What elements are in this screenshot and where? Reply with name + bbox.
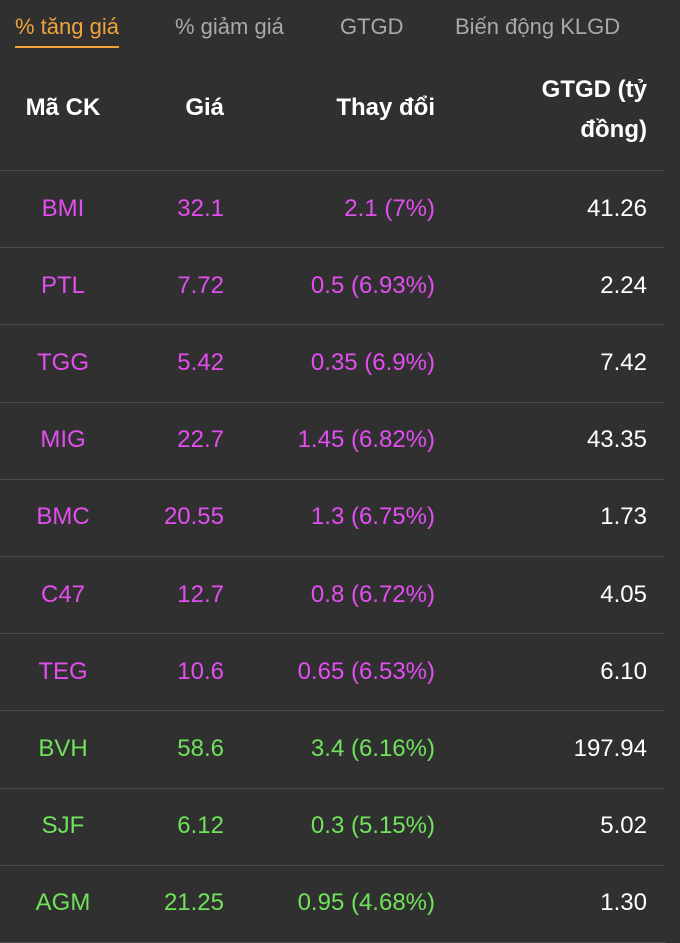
tab[interactable]: % giảm giá xyxy=(175,14,284,39)
table-cell: AGM xyxy=(35,889,91,917)
table-cell: 4.05 xyxy=(600,580,647,608)
table-cell: 197.94 xyxy=(573,735,647,762)
table-cell: TGG xyxy=(37,349,89,376)
row-separator xyxy=(0,865,665,866)
table-cell: 6.12 xyxy=(177,812,224,840)
table-cell: 6.10 xyxy=(600,657,647,685)
column-header: Giá xyxy=(185,94,224,121)
row-separator xyxy=(0,710,665,711)
tab[interactable]: GTGD xyxy=(340,14,404,39)
table-cell: 1.45 (6.82%) xyxy=(297,426,435,454)
table-cell: C47 xyxy=(40,580,86,608)
row-separator xyxy=(0,170,665,171)
table-cell: 0.35 (6.9%) xyxy=(310,349,435,376)
row-separator xyxy=(0,402,665,403)
tab[interactable]: % tăng giá xyxy=(15,14,119,48)
table-cell: 2.1 (7%) xyxy=(344,194,435,222)
table-cell: 7.42 xyxy=(600,349,647,376)
table-cell: 32.1 xyxy=(177,194,224,222)
table-cell: 22.7 xyxy=(177,426,224,454)
column-header: GTGD (tỷ đồng) xyxy=(541,76,647,143)
table-cell: 1.73 xyxy=(600,503,647,531)
table-cell: 0.95 (4.68%) xyxy=(297,889,435,917)
table-cell: 3.4 (6.16%) xyxy=(310,735,435,762)
table-cell: 41.26 xyxy=(586,194,647,222)
row-separator xyxy=(0,247,665,248)
table-cell: 10.6 xyxy=(177,657,224,685)
row-separator xyxy=(0,324,665,325)
table-cell: BVH xyxy=(38,735,88,762)
column-header: Thay đổi xyxy=(336,94,435,121)
column-header: Mã CK xyxy=(25,94,101,121)
table-cell: MIG xyxy=(40,426,86,454)
tab[interactable]: Biến động KLGD xyxy=(455,14,621,39)
row-separator xyxy=(0,479,665,480)
table-cell: 1.3 (6.75%) xyxy=(310,503,435,531)
table-cell: 0.3 (5.15%) xyxy=(310,812,435,840)
table-cell: 43.35 xyxy=(586,426,647,454)
table-cell: 7.72 xyxy=(177,271,224,299)
table-cell: 5.02 xyxy=(600,812,647,840)
table-cell: 1.30 xyxy=(600,889,647,917)
table-cell: SJF xyxy=(41,812,85,840)
table-cell: 12.7 xyxy=(177,580,224,608)
table-cell: 21.25 xyxy=(163,889,224,917)
table-cell: 0.5 (6.93%) xyxy=(310,271,435,299)
table-cell: TEG xyxy=(38,657,88,685)
table-cell: BMC xyxy=(36,503,90,531)
table-cell: 20.55 xyxy=(163,503,224,531)
table-cell: 0.8 (6.72%) xyxy=(310,580,435,608)
table-cell: BMI xyxy=(41,194,85,222)
row-separator xyxy=(0,788,665,789)
table-cell: 0.65 (6.53%) xyxy=(297,657,435,685)
table-cell: 58.6 xyxy=(177,735,224,762)
row-separator xyxy=(0,633,665,634)
table-cell: 5.42 xyxy=(177,349,224,376)
table-cell: PTL xyxy=(40,271,85,299)
table-cell: 2.24 xyxy=(600,271,647,299)
row-separator xyxy=(0,556,665,557)
